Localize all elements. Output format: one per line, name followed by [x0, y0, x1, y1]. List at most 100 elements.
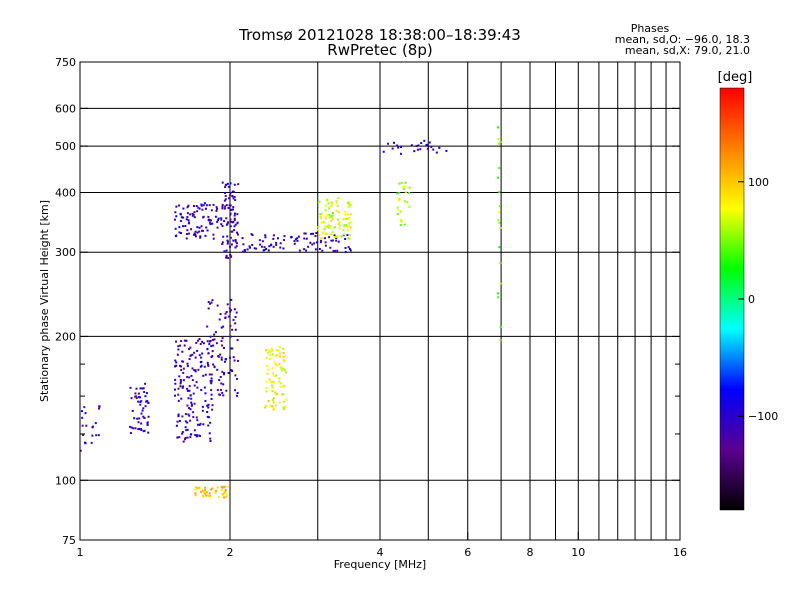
- data-point: [420, 142, 423, 145]
- data-point: [211, 350, 214, 353]
- data-point: [204, 489, 207, 492]
- data-point: [209, 496, 212, 499]
- data-point: [209, 219, 212, 222]
- y-tick-label: 500: [55, 140, 76, 153]
- data-point: [391, 147, 394, 150]
- data-point: [348, 237, 351, 240]
- data-point: [271, 367, 274, 370]
- data-point: [211, 404, 214, 407]
- data-point: [185, 218, 188, 221]
- data-point: [194, 230, 197, 233]
- data-point: [97, 434, 100, 437]
- data-point: [274, 391, 277, 394]
- data-point: [272, 372, 275, 375]
- data-point: [180, 340, 183, 343]
- data-point: [193, 232, 196, 235]
- data-point: [271, 386, 274, 389]
- data-point: [85, 424, 88, 427]
- x-axis-label: Frequency [MHz]: [334, 558, 426, 571]
- data-point: [338, 227, 341, 230]
- data-point: [208, 204, 211, 207]
- data-point: [184, 420, 187, 423]
- data-point: [220, 382, 223, 385]
- data-point: [282, 356, 285, 359]
- data-point: [202, 342, 205, 345]
- data-point: [220, 356, 223, 359]
- data-point: [283, 400, 286, 403]
- data-point: [224, 357, 227, 360]
- data-point: [282, 351, 285, 354]
- data-point: [224, 198, 227, 201]
- data-point: [268, 353, 271, 356]
- data-point: [209, 335, 212, 338]
- data-point: [267, 400, 270, 403]
- data-point: [179, 232, 182, 235]
- data-point: [236, 339, 239, 342]
- x-tick-label: 2: [227, 546, 234, 559]
- data-point: [214, 215, 217, 218]
- data-point: [329, 204, 332, 207]
- data-point: [193, 211, 196, 214]
- data-point: [218, 496, 221, 499]
- data-point: [212, 237, 215, 240]
- data-point: [234, 315, 237, 318]
- data-point: [184, 426, 187, 429]
- data-point: [269, 350, 272, 353]
- data-point: [193, 216, 196, 219]
- data-point: [178, 204, 181, 207]
- data-point: [335, 202, 338, 205]
- data-point: [272, 234, 275, 237]
- data-point: [279, 352, 282, 355]
- data-point: [140, 429, 143, 432]
- data-point: [179, 378, 182, 381]
- data-point: [344, 250, 347, 253]
- data-point: [195, 204, 198, 207]
- data-point: [315, 231, 318, 234]
- data-point: [276, 393, 279, 396]
- data-point: [193, 351, 196, 354]
- data-point: [83, 406, 86, 409]
- data-point: [226, 242, 229, 245]
- data-point: [345, 217, 348, 220]
- data-point: [186, 216, 189, 219]
- data-point: [277, 349, 280, 352]
- data-point: [413, 150, 416, 153]
- data-point: [207, 352, 210, 355]
- data-point: [210, 389, 213, 392]
- data-point: [324, 209, 327, 212]
- data-point: [147, 415, 150, 418]
- data-point: [208, 492, 211, 495]
- data-point: [348, 205, 351, 208]
- data-point: [198, 486, 201, 489]
- data-point: [232, 318, 235, 321]
- data-point: [274, 404, 277, 407]
- x-tick-label: 6: [464, 546, 471, 559]
- data-point: [231, 221, 234, 224]
- data-point: [425, 144, 428, 147]
- data-point: [276, 353, 279, 356]
- data-point: [314, 248, 317, 251]
- data-point: [134, 395, 137, 398]
- data-point: [344, 213, 347, 216]
- data-point: [337, 218, 340, 221]
- data-point: [176, 436, 179, 439]
- data-point: [228, 356, 231, 359]
- data-point: [190, 401, 193, 404]
- data-point: [229, 245, 232, 248]
- data-point: [229, 335, 232, 338]
- data-point: [279, 246, 282, 249]
- data-point: [179, 212, 182, 215]
- data-point: [204, 373, 207, 376]
- data-point: [265, 404, 268, 407]
- data-point: [398, 182, 401, 185]
- data-point: [343, 224, 346, 227]
- data-point: [276, 237, 279, 240]
- data-point: [198, 354, 201, 357]
- data-point: [193, 384, 196, 387]
- data-point: [221, 486, 224, 489]
- data-point: [498, 221, 501, 224]
- data-point: [265, 349, 268, 352]
- data-point: [250, 233, 253, 236]
- data-point: [189, 354, 192, 357]
- data-point: [320, 217, 323, 220]
